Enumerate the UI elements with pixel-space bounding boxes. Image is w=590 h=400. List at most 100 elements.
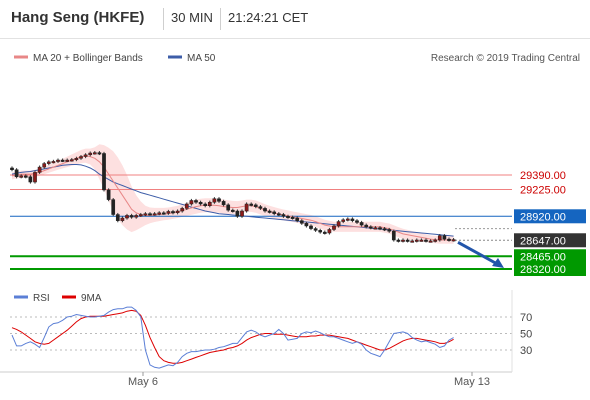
candle [212,198,217,203]
forecast-arrow [457,240,500,267]
support-2-label-bg [514,262,586,276]
candle [447,238,451,241]
candle [129,215,134,218]
candle [115,214,120,221]
candle [217,198,221,202]
candle [148,213,152,216]
candle [341,219,346,222]
candle [152,213,157,216]
candle [69,159,74,162]
attribution-text: Research © 2019 Trading Central [431,53,580,64]
candle [14,169,19,178]
candle [60,159,65,162]
candle [106,189,111,200]
candle [134,215,139,218]
candle [244,203,249,212]
pivot-label-bg [514,209,586,224]
candle [281,214,286,217]
candle [88,152,93,156]
candle [46,161,51,164]
last-label-bg [514,233,586,248]
rsi-panel: 30 50 70 [10,306,532,369]
candle [157,212,162,215]
candle [258,206,263,209]
ma9-legend-label: 9MA [81,293,102,304]
candle [299,220,304,224]
candle [171,211,175,214]
candle [23,175,28,178]
candle [198,201,203,205]
candle [419,239,424,242]
candle [263,208,267,212]
candle [51,161,56,164]
candle [304,223,309,227]
candle [382,228,387,231]
candle [97,152,102,155]
candle [336,221,341,227]
candle [37,166,42,173]
chart-header: Hang Seng (HKFE) 30 MIN 21:24:21 CET [0,0,590,38]
candle [207,201,212,206]
header-separator [220,8,221,30]
candle [332,225,336,230]
time-axis: May 6 May 13 [0,290,513,388]
candle [410,240,415,243]
candle [230,209,235,212]
candle [442,235,447,240]
candle [401,239,405,242]
candle [28,176,33,183]
candle [368,226,373,229]
candle [189,200,194,205]
candle [428,240,433,243]
candle [102,153,106,191]
time-tick-label: May 6 [128,376,158,388]
header-divider [0,38,590,39]
timestamp-label: 21:24:21 CET [228,10,309,25]
candle [345,218,350,221]
interval-label[interactable]: 30 MIN [171,10,213,25]
candle [313,228,318,231]
candle [378,227,382,230]
candle [249,203,254,206]
candle [111,199,116,215]
candle [138,214,143,217]
candle [387,229,392,232]
ma20-legend-label: MA 20 + Bollinger Bands [33,53,143,64]
candle [373,227,378,230]
pivot-label: 28920.00 [520,211,566,223]
candle [235,210,240,217]
candle [451,239,456,242]
candle [240,210,244,217]
candle [322,231,327,234]
candle [33,172,37,183]
support-2-label: 28320.00 [520,264,566,276]
candle [359,222,364,226]
candle [267,210,272,213]
candle [120,217,125,221]
candle [437,235,442,241]
support-1-label-bg [514,249,586,264]
forecast-arrowhead [492,258,504,268]
candle [286,216,290,219]
candle [184,203,189,209]
rsi-ma9-line [11,309,454,364]
rsi-tick-label: 70 [520,312,532,324]
candle [180,208,185,212]
candle [203,203,208,206]
candle [42,163,47,168]
candle [396,239,401,242]
candle [253,204,258,207]
candle [290,216,295,219]
ma50-legend-label: MA 50 [187,53,216,64]
candle [391,230,396,241]
rsi-tick-label: 50 [520,329,532,341]
candle [295,217,300,221]
candle [19,175,24,178]
candle [83,154,88,157]
candle [318,230,323,233]
rsi-line [11,306,454,369]
candle [414,239,419,242]
candle [56,159,60,162]
resistance-1-label: 29225.00 [520,184,566,196]
